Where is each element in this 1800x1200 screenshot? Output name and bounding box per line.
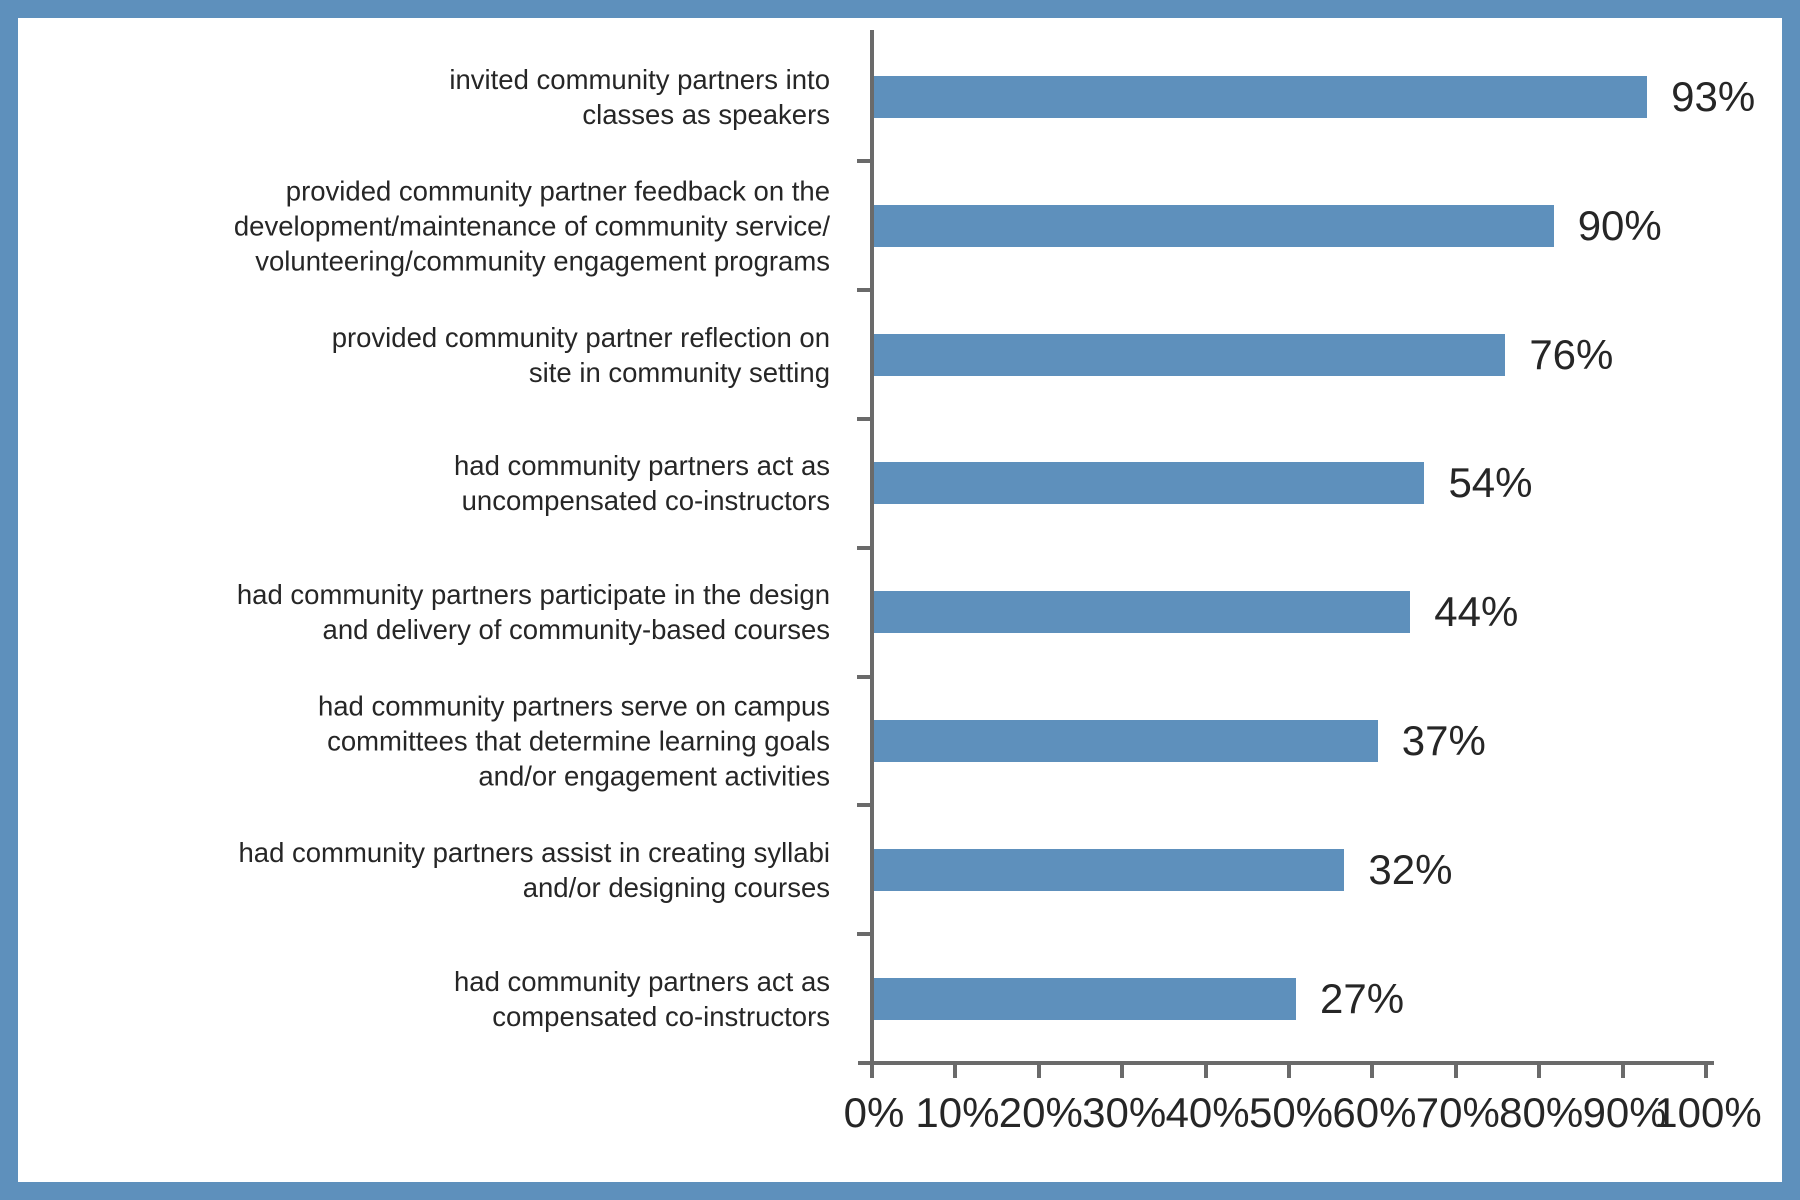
category-label: had community partners act as uncompensa…	[453, 450, 830, 517]
bar	[874, 977, 1296, 1020]
y-axis-tick	[857, 545, 872, 550]
bar	[874, 720, 1378, 762]
x-axis-label: 90%	[1582, 1089, 1667, 1136]
x-axis-tick	[1620, 1065, 1625, 1078]
bar	[874, 76, 1648, 118]
y-axis-tick	[857, 288, 872, 293]
bar	[874, 462, 1425, 505]
x-axis-tick	[1704, 1065, 1708, 1078]
category-label: invited community partners into classes …	[449, 64, 830, 130]
y-axis-tick	[857, 803, 872, 808]
value-label: 54%	[1448, 459, 1533, 507]
x-axis-tick	[1453, 1065, 1458, 1078]
category-label: had community partners serve on campus c…	[317, 690, 830, 792]
x-axis-label: 10%	[915, 1089, 1000, 1136]
x-axis-label: 50%	[1248, 1089, 1334, 1136]
x-axis-tick	[1287, 1065, 1291, 1078]
x-axis-tick	[1203, 1065, 1208, 1078]
bar	[874, 591, 1411, 634]
category-label: had community partners participate in th…	[236, 579, 830, 646]
y-axis-tick	[857, 932, 872, 937]
x-axis-label: 0%	[843, 1089, 905, 1136]
category-label: had community partners assist in creatin…	[238, 836, 830, 903]
x-axis-tick	[1537, 1065, 1542, 1078]
x-axis-label: 40%	[1165, 1089, 1250, 1136]
value-label: 37%	[1401, 717, 1486, 764]
x-axis-label: 60%	[1332, 1089, 1417, 1136]
bar	[874, 333, 1506, 376]
value-label: 27%	[1320, 974, 1405, 1022]
category-label: had community partners act as compensate…	[453, 965, 830, 1032]
x-axis-tick	[953, 1065, 958, 1078]
x-axis-tick	[1036, 1065, 1041, 1078]
x-axis-tick	[1120, 1065, 1125, 1078]
x-axis-label: 20%	[998, 1089, 1083, 1136]
y-axis-tick	[857, 417, 872, 421]
value-label: 76%	[1529, 330, 1614, 378]
value-label: 32%	[1368, 845, 1453, 893]
category-label: provided community partner reflection on…	[331, 321, 830, 388]
bar	[874, 204, 1554, 247]
category-label: provided community partner feedback on t…	[233, 175, 830, 277]
x-axis-line	[858, 1061, 1714, 1065]
y-axis-line	[870, 30, 874, 1078]
x-axis-tick	[1370, 1065, 1375, 1078]
y-axis-tick	[857, 159, 872, 164]
x-axis-label: 80%	[1499, 1089, 1584, 1136]
x-axis-label: 30%	[1082, 1089, 1167, 1136]
x-axis-tick	[870, 1065, 874, 1078]
x-axis-label: 100%	[1654, 1089, 1762, 1136]
value-label: 93%	[1671, 73, 1756, 120]
x-axis-label: 70%	[1415, 1089, 1500, 1136]
bar	[874, 848, 1345, 891]
value-label: 44%	[1434, 588, 1519, 636]
y-axis-tick	[857, 674, 872, 679]
value-label: 90%	[1577, 201, 1662, 249]
